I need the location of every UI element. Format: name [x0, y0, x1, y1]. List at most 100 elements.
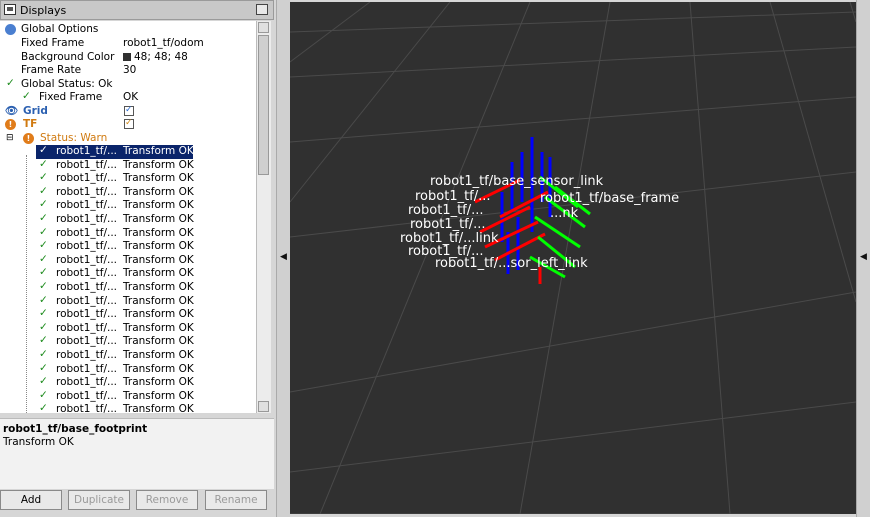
frame-name: robot1_tf/... — [56, 199, 118, 212]
warning-icon: ! — [23, 133, 34, 144]
duplicate-button[interactable]: Duplicate — [68, 490, 130, 510]
tree-row-background-color[interactable]: Background Color 48; 48; 48 — [0, 51, 256, 65]
tf-axes — [474, 137, 591, 284]
tree-row-tf[interactable]: ! TF — [0, 117, 256, 132]
frame-name: robot1_tf/... — [56, 389, 118, 402]
rename-button[interactable]: Rename — [205, 490, 267, 510]
frame-name: robot1_tf/... — [56, 308, 118, 321]
frame-status: Transform OK — [123, 267, 194, 280]
frame-status: Transform OK — [123, 199, 194, 212]
panel-titlebar: Displays — [0, 0, 274, 20]
gear-icon — [5, 24, 16, 35]
scroll-thumb[interactable] — [258, 35, 269, 175]
collapse-left-arrow[interactable]: ◀ — [280, 252, 287, 262]
tree-row-frame[interactable]: ✓ robot1_tf/... Transform OK — [0, 171, 256, 186]
frame-name: robot1_tf/... — [56, 349, 118, 361]
background-color-text: 48; 48; 48 — [134, 51, 188, 63]
display-tree[interactable]: Global Options Fixed Frame robot1_tf/odo… — [0, 21, 256, 413]
tf-enable-checkbox[interactable] — [124, 117, 134, 131]
tree-row-frame[interactable]: ✓ robot1_tf/... Transform OK — [0, 389, 256, 404]
tree-row-frame[interactable]: ✓ robot1_tf/... Transform OK — [0, 375, 256, 390]
tree-row-frame[interactable]: ✓ robot1_tf/... Transform OK — [0, 225, 256, 241]
tree-row-global-status[interactable]: ✓ Global Status: Ok — [0, 77, 256, 92]
tree-row-frame[interactable]: ✓ robot1_tf/... Transform OK — [0, 362, 256, 377]
tree-row-fixed-frame[interactable]: Fixed Frame robot1_tf/odom — [0, 37, 256, 51]
tree-row-frame[interactable]: ✓ robot1_tf/... Transform OK — [0, 280, 256, 295]
frame-status: Transform OK — [123, 376, 194, 389]
description-box: robot1_tf/base_footprint Transform OK — [0, 418, 274, 489]
frame-name: robot1_tf/... — [56, 267, 118, 280]
status-fixed-frame-label: Fixed Frame — [39, 91, 103, 103]
tree-row-grid[interactable]: 👁 Grid — [0, 104, 256, 119]
frame-rate-value[interactable]: 30 — [123, 64, 137, 76]
tree-row-frame[interactable]: ✓ robot1_tf/... Transform OK — [0, 198, 256, 213]
tree-row-frame[interactable]: ✓ robot1_tf/... Transform OK — [0, 348, 256, 363]
tree-row-frame[interactable]: ✓ robot1_tf/... Transform OK — [0, 307, 256, 322]
tree-row-frame[interactable]: ✓ robot1_tf/... Transform OK — [0, 321, 256, 336]
check-icon: ✓ — [39, 307, 48, 320]
frame-name: robot1_tf/... — [56, 185, 118, 198]
tree-row-frame[interactable]: ✓ robot1_tf/... Transform OK — [0, 253, 256, 268]
tree-row-frame-rate[interactable]: Frame Rate 30 — [0, 64, 256, 78]
background-color-value[interactable]: 48; 48; 48 — [123, 51, 188, 65]
tree-scrollbar[interactable] — [256, 21, 271, 413]
scroll-down-arrow[interactable] — [258, 401, 269, 412]
check-icon: ✓ — [39, 334, 48, 347]
global-options-label: Global Options — [21, 23, 99, 35]
collapse-right-arrow[interactable]: ◀ — [860, 252, 867, 262]
frame-status: Transform OK — [123, 321, 194, 334]
frame-name: robot1_tf/... — [56, 321, 118, 334]
frame-status: Transform OK — [123, 403, 194, 413]
frame-status: Transform OK — [123, 172, 194, 185]
right-splitter[interactable]: ◀ — [856, 0, 870, 517]
frame-name: robot1_tf/... — [56, 403, 118, 413]
3d-viewport[interactable]: robot1_tf/base_sensor_link robot1_tf/...… — [290, 2, 856, 514]
grid-label: Grid — [23, 105, 48, 117]
tree-row-frame[interactable]: ✓ robot1_tf/... Transform OK — [0, 294, 256, 309]
frame-labels: robot1_tf/base_sensor_link robot1_tf/...… — [400, 174, 679, 271]
frame-name: robot1_tf/... — [56, 145, 118, 157]
frame-name: robot1_tf/... — [56, 226, 118, 239]
add-button[interactable]: Add — [0, 490, 62, 510]
frame-status: Transform OK — [123, 213, 194, 225]
frame-name: robot1_tf/... — [56, 213, 118, 225]
scroll-up-arrow[interactable] — [258, 22, 269, 33]
status-fixed-frame-value: OK — [123, 91, 139, 103]
tree-row-frame[interactable]: ✓ robot1_tf/... Transform OK — [0, 185, 256, 200]
check-icon: ✓ — [39, 225, 48, 238]
frame-status: Transform OK — [123, 349, 194, 361]
frame-status: Transform OK — [123, 158, 194, 171]
frame-name: robot1_tf/... — [56, 294, 118, 307]
tree-row-global-options[interactable]: Global Options — [0, 23, 256, 37]
float-panel-button[interactable] — [256, 4, 268, 15]
frame-status: Transform OK — [123, 281, 194, 293]
tree-row-frame[interactable]: ✓ robot1_tf/... Transform OK — [0, 239, 256, 254]
tree-row-status-warn[interactable]: ⊟ ! Status: Warn — [0, 132, 256, 146]
check-icon: ✓ — [22, 90, 31, 102]
check-icon: ✓ — [39, 266, 48, 279]
check-icon: ✓ — [39, 157, 48, 170]
frame-name: robot1_tf/... — [56, 362, 118, 375]
tree-row-frame[interactable]: ✓ robot1_tf/... Transform OK — [0, 334, 256, 349]
tree-row-frame[interactable]: ✓ robot1_tf/... Transform OK — [0, 266, 256, 281]
grid-enable-checkbox[interactable] — [124, 104, 134, 118]
tree-row-frame[interactable]: ✓ robot1_tf/... Transform OK — [0, 144, 256, 159]
frame-status: Transform OK — [123, 389, 194, 402]
description-status: Transform OK — [3, 436, 74, 448]
check-icon: ✓ — [39, 171, 48, 184]
tree-row-frame[interactable]: ✓ robot1_tf/... Transform OK — [0, 212, 256, 227]
frame-name: robot1_tf/... — [56, 376, 118, 389]
tree-row-frame[interactable]: ✓ robot1_tf/... Transform OK — [0, 157, 256, 173]
collapse-icon[interactable]: ⊟ — [6, 133, 14, 143]
description-title: robot1_tf/base_footprint — [3, 423, 148, 435]
check-icon: ✓ — [39, 402, 48, 413]
fixed-frame-value[interactable]: robot1_tf/odom — [123, 37, 204, 49]
left-splitter[interactable]: ◀ — [276, 0, 290, 517]
frame-name: robot1_tf/... — [56, 335, 118, 348]
remove-button[interactable]: Remove — [136, 490, 198, 510]
tree-row-frame[interactable]: ✓ robot1_tf/... Transform OK — [0, 402, 256, 413]
viewport-canvas: robot1_tf/base_sensor_link robot1_tf/...… — [290, 2, 856, 514]
tree-guide-line — [26, 155, 27, 413]
tree-row-status-fixed-frame[interactable]: ✓ Fixed Frame OK — [0, 90, 256, 105]
frame-label: ...nk — [550, 206, 579, 221]
